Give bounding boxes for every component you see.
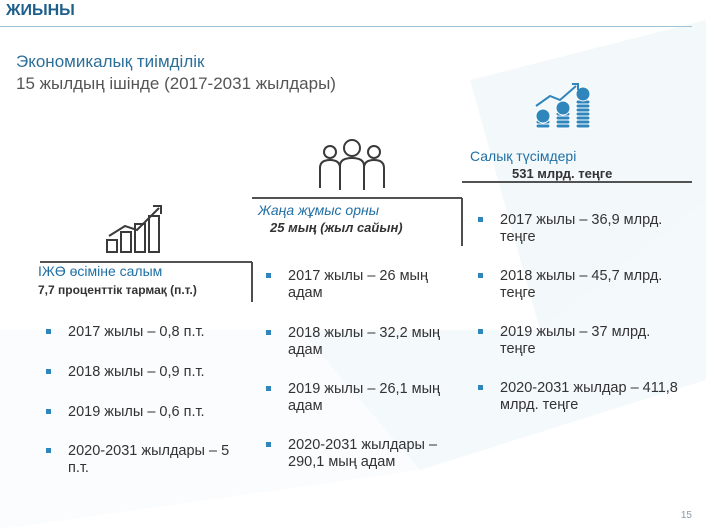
tax-item-2018: 2018 жылы – 45,7 млрд. теңге (478, 268, 678, 302)
subtitle-line-2: 15 жылдың ішінде (2017-2031 жылдары) (16, 74, 336, 93)
tax-label-value: 531 млрд. теңге (512, 166, 613, 181)
gdp-item-2018: 2018 жылы – 0,9 п.т. (46, 364, 241, 381)
tax-item-2020-2031: 2020-2031 жылдар – 411,8 млрд. теңге (478, 380, 678, 414)
page-title: ЖИЫНЫ (6, 2, 75, 19)
tax-label: Салық түсімдері 531 млрд. теңге (470, 148, 612, 182)
coins-growth-icon (535, 83, 591, 129)
gdp-list: 2017 жылы – 0,8 п.т. 2018 жылы – 0,9 п.т… (46, 324, 241, 477)
jobs-item-2020-2031: 2020-2031 жылдары – 290,1 мың адам (266, 437, 456, 471)
tax-list: 2017 жылы – 36,9 млрд. теңге 2018 жылы –… (478, 212, 678, 414)
growth-chart-icon (106, 205, 162, 253)
jobs-item-2017: 2017 жылы – 26 мың адам (266, 268, 456, 302)
gdp-item-2019: 2019 жылы – 0,6 п.т. (46, 404, 241, 421)
gdp-label: ІЖӨ өсіміне салым 7,7 проценттік тармақ … (38, 263, 197, 299)
jobs-list: 2017 жылы – 26 мың адам 2018 жылы – 32,2… (266, 268, 456, 471)
gdp-item-2020-2031: 2020-2031 жылдары – 5 п.т. (46, 443, 241, 477)
gdp-item-2017: 2017 жылы – 0,8 п.т. (46, 324, 241, 341)
people-icon (319, 139, 385, 190)
gdp-label-title: ІЖӨ өсіміне салым (38, 263, 163, 279)
page-number: 15 (680, 510, 692, 521)
jobs-item-2018: 2018 жылы – 32,2 мың адам (266, 325, 456, 359)
tax-item-2017: 2017 жылы – 36,9 млрд. теңге (478, 212, 678, 246)
jobs-label-value: 25 мың (жыл сайын) (270, 220, 403, 235)
jobs-label: Жаңа жұмыс орны 25 мың (жыл сайын) (258, 202, 403, 236)
header-divider (0, 26, 692, 27)
jobs-label-title: Жаңа жұмыс орны (258, 202, 380, 218)
jobs-item-2019: 2019 жылы – 26,1 мың адам (266, 381, 456, 415)
tax-label-title: Салық түсімдері (470, 148, 577, 164)
gdp-label-value: 7,7 проценттік тармақ (п.т.) (38, 283, 197, 297)
tax-item-2019: 2019 жылы – 37 млрд. теңге (478, 324, 678, 358)
subtitle-line-1: Экономикалық тиімділік (16, 52, 205, 71)
